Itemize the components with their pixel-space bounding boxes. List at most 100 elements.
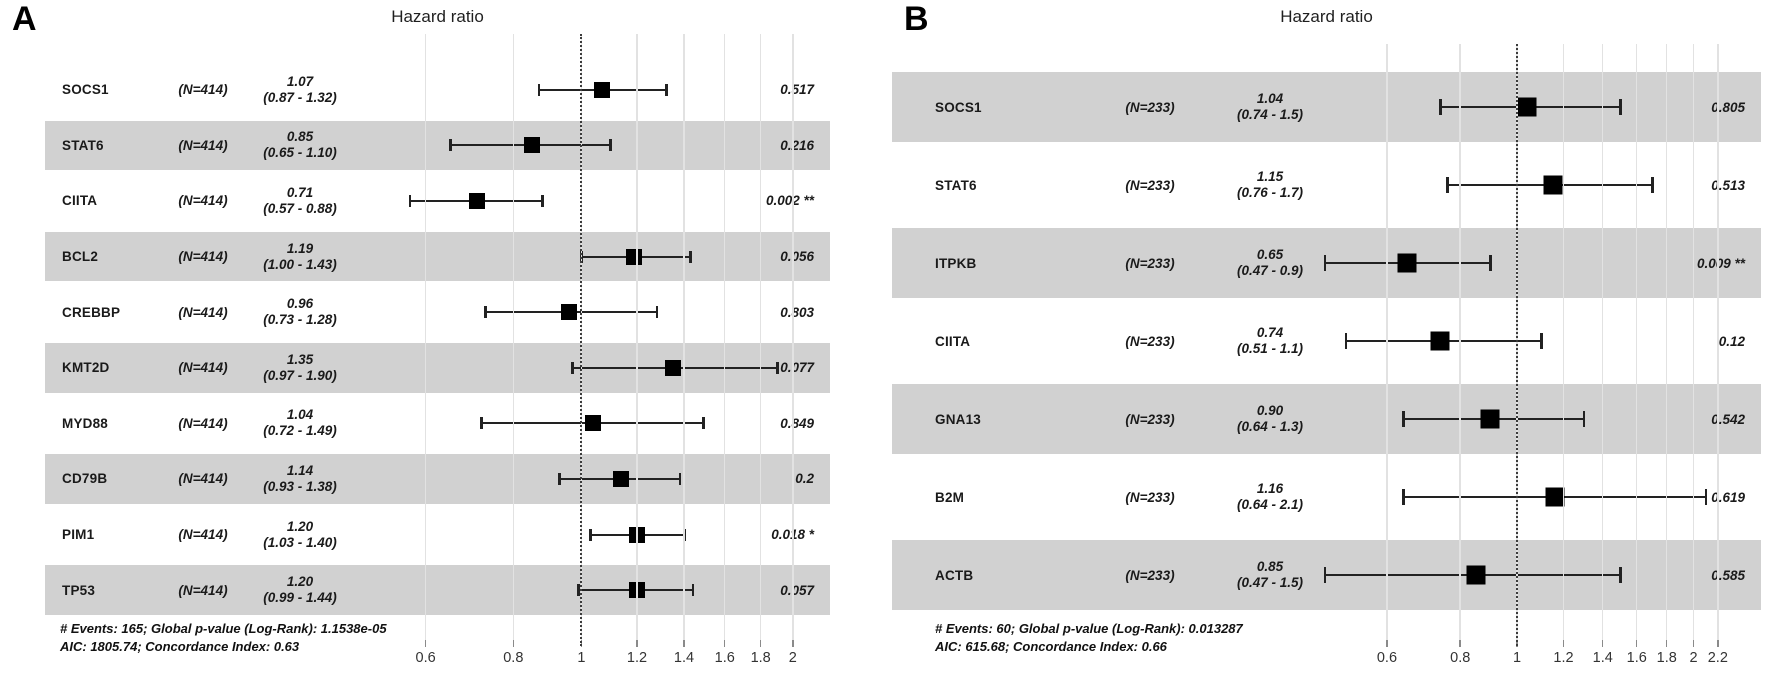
n-label: (N=233)	[1125, 411, 1175, 427]
x-axis-tick	[1665, 640, 1668, 647]
estimate-cell: 1.07 (0.87 - 1.32)	[235, 62, 365, 118]
ci-value: (0.93 - 1.38)	[263, 478, 337, 494]
x-axis-tick	[580, 640, 583, 647]
x-axis-tick-label: 0.6	[415, 650, 436, 666]
n-label: (N=414)	[178, 360, 228, 376]
p-value: 0.216	[780, 137, 814, 153]
gene-label: PIM1	[62, 527, 95, 543]
ci-cap-low	[1323, 255, 1327, 271]
panel-a-footnote-line-1: # Events: 165; Global p-value (Log-Rank)…	[60, 621, 387, 636]
gene-label: STAT6	[935, 177, 977, 193]
p-value: 0.805	[1711, 99, 1745, 115]
error-bar	[370, 173, 812, 229]
gene-label: TP53	[62, 582, 96, 598]
n-label: (N=233)	[1125, 255, 1175, 271]
x-axis-tick	[424, 640, 427, 647]
ci-cap-low	[408, 194, 412, 207]
gene-label: KMT2D	[62, 360, 110, 376]
ci-value: (0.47 - 0.9)	[1236, 263, 1304, 278]
n-label: (N=414)	[178, 304, 228, 320]
estimate-cell: 0.90 (0.64 - 1.3)	[1200, 384, 1340, 454]
hr-point-marker	[1517, 97, 1537, 117]
error-bar	[1290, 384, 1740, 454]
ci-cap-high	[541, 194, 544, 207]
table-row: ACTB (N=233) 0.85 (0.47 - 1.5) 0.585	[892, 536, 1761, 614]
estimate-cell: 0.65 (0.47 - 0.9)	[1200, 228, 1340, 298]
hr-value: 0.90	[1256, 403, 1284, 418]
x-axis-tick-label: 1.2	[626, 650, 648, 666]
ci-cap-low	[589, 528, 592, 541]
x-axis-tick-label: 1.6	[1626, 650, 1647, 666]
n-label: (N=414)	[178, 249, 228, 265]
estimate-cell: 1.19 (1.00 - 1.43)	[235, 232, 365, 282]
error-bar	[370, 454, 812, 504]
ci-cap-low	[1446, 177, 1449, 193]
n-label: (N=414)	[178, 415, 228, 431]
error-bar	[1290, 228, 1740, 298]
x-axis-tick	[1386, 640, 1388, 647]
table-row: TP53 (N=414) 1.20 (0.99 - 1.44) 0.057	[45, 562, 830, 618]
n-label: (N=233)	[1125, 99, 1175, 115]
x-axis-tick-label: 1.6	[714, 650, 735, 666]
x-axis-tick	[512, 640, 515, 647]
p-value: 0.517	[780, 82, 814, 98]
hr-value: 0.96	[286, 296, 314, 312]
n-label: (N=414)	[178, 193, 228, 209]
hr-value: 1.15	[1256, 169, 1284, 184]
panel-a: Hazard ratio SOCS1 (N=414) 1.07 (0.87 - 1.3…	[45, 0, 830, 679]
p-value: 0.542	[1711, 411, 1745, 427]
x-axis-tick-label: 1.2	[1553, 650, 1574, 666]
ci-cap-low	[1402, 411, 1405, 427]
ci-cap-low	[1439, 99, 1442, 115]
hr-point-marker	[629, 582, 645, 599]
table-row: CIITA (N=414) 0.71 (0.57 - 0.88) 0.002 **	[45, 173, 830, 229]
x-axis-tick	[683, 640, 685, 647]
ci-cap-low	[580, 250, 583, 263]
hr-value: 1.07	[286, 73, 314, 89]
x-axis-tick-label: 1.8	[750, 650, 771, 666]
x-axis-tick	[1635, 640, 1638, 647]
ci-value: (0.64 - 2.1)	[1236, 497, 1304, 512]
hr-point-marker	[626, 248, 643, 265]
x-axis-tick	[636, 640, 638, 647]
estimate-cell: 0.74 (0.51 - 1.1)	[1200, 302, 1340, 380]
hr-point-marker	[585, 415, 602, 432]
ci-value: (0.65 - 1.10)	[263, 145, 337, 161]
panel-a-title: Hazard ratio	[391, 7, 484, 26]
error-bar	[370, 343, 812, 393]
ci-value: (0.51 - 1.1)	[1236, 341, 1304, 356]
error-bar	[1290, 72, 1740, 142]
gene-label: CIITA	[62, 193, 98, 209]
x-axis-tick	[792, 640, 794, 647]
gene-label: CREBBP	[62, 304, 121, 320]
n-label: (N=414)	[178, 471, 228, 487]
hr-value: 1.20	[286, 518, 314, 534]
estimate-cell: 1.35 (0.97 - 1.90)	[235, 343, 365, 393]
hr-point-marker	[468, 192, 485, 209]
ci-cap-high	[609, 139, 612, 152]
x-axis-tick	[723, 640, 726, 647]
estimate-cell: 1.04 (0.74 - 1.5)	[1200, 72, 1340, 142]
p-value: 0.585	[1711, 567, 1745, 583]
estimate-cell: 0.96 (0.73 - 1.28)	[235, 284, 365, 340]
table-row: CD79B (N=414) 1.14 (0.93 - 1.38) 0.2	[45, 451, 830, 507]
ci-cap-high	[655, 306, 659, 319]
ci-cap-high	[683, 528, 686, 541]
p-value: 0.803	[780, 304, 814, 320]
x-axis-tick	[1459, 640, 1461, 647]
panel-b-label: B	[904, 0, 929, 38]
error-bar	[1290, 302, 1740, 380]
ci-cap-high	[665, 83, 668, 96]
ci-cap-high	[1619, 567, 1622, 583]
panel-a-rows: SOCS1 (N=414) 1.07 (0.87 - 1.32) 0.517 STAT6 (…	[45, 62, 830, 618]
n-label: (N=233)	[1125, 489, 1175, 505]
p-value: 0.077	[780, 360, 814, 376]
gene-label: ACTB	[935, 567, 974, 583]
error-bar	[1290, 458, 1740, 536]
panel-a-footnote-line-2: AIC: 1805.74; Concordance Index: 0.63	[60, 639, 300, 654]
ci-cap-low	[480, 417, 483, 430]
estimate-cell: 1.20 (0.99 - 1.44)	[235, 565, 365, 615]
gene-label: BCL2	[62, 249, 99, 265]
ci-value: (0.64 - 1.3)	[1236, 419, 1304, 434]
gene-label: STAT6	[62, 137, 104, 153]
